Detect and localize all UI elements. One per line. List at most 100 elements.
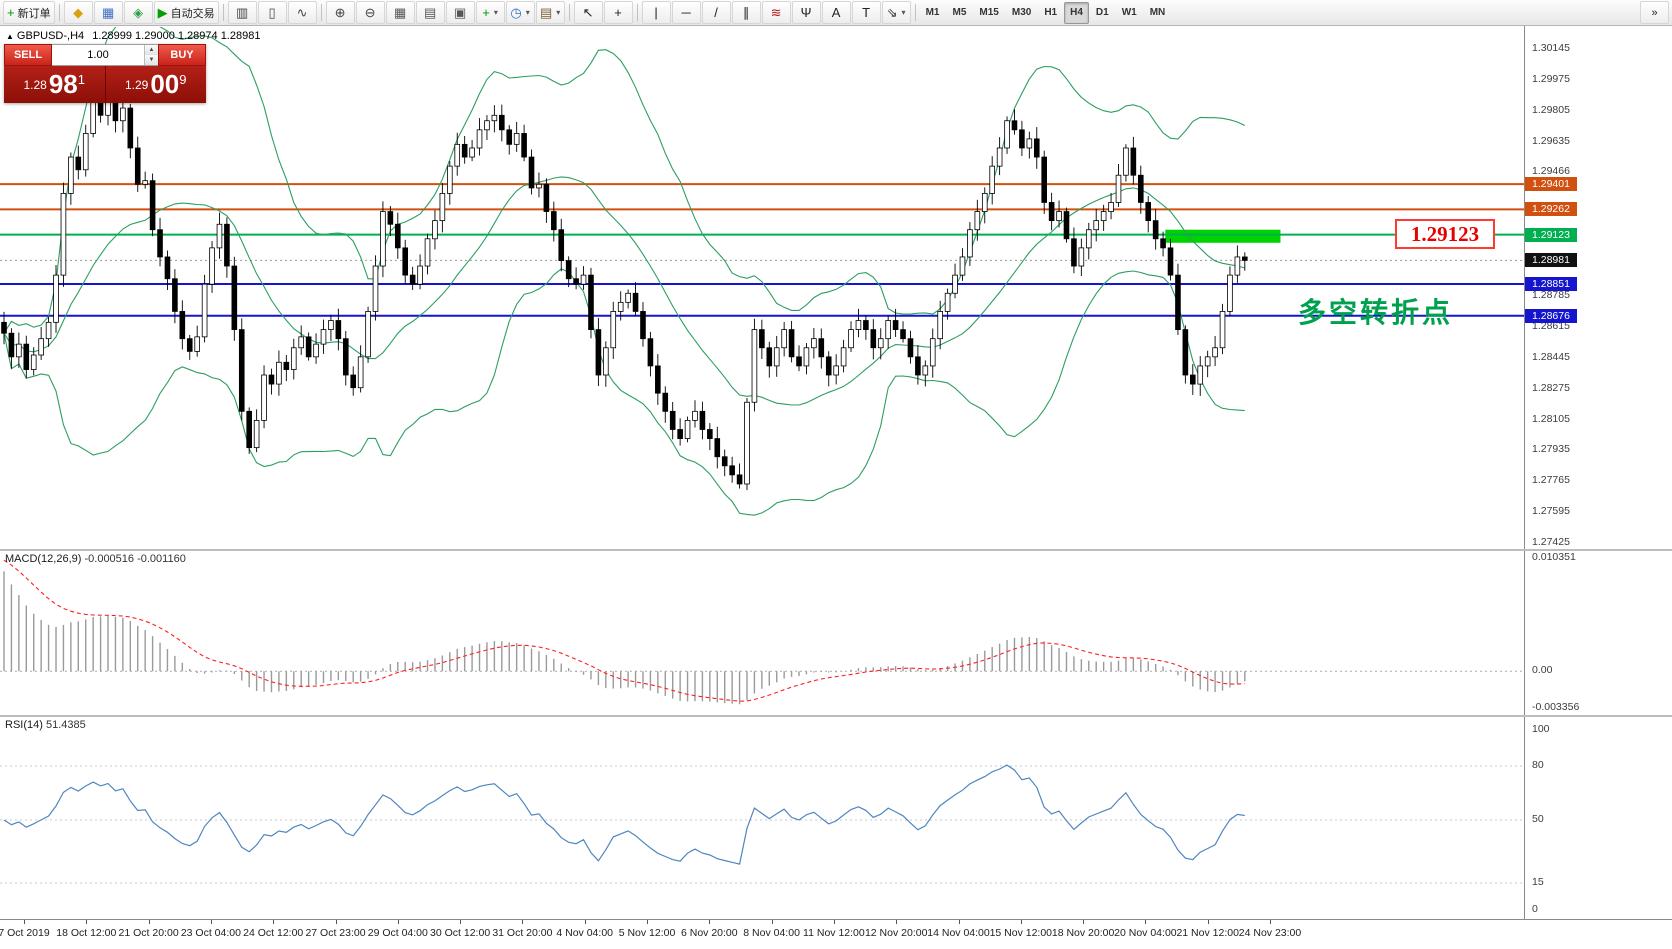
time-axis-label: 11 Nov 12:00 [803, 927, 865, 939]
timeframe-m30-button[interactable]: M30 [1011, 7, 1032, 18]
price-tick-label: 1.29635 [1532, 134, 1570, 147]
toolbar-separator [58, 4, 60, 21]
crosshair-tool-button[interactable]: + [603, 1, 633, 24]
template-selector-dropdown-icon[interactable]: ▾ [556, 8, 561, 17]
time-axis-tick [1270, 920, 1271, 924]
green-highlight-zone [1165, 229, 1281, 243]
arrows-tool-button[interactable]: ⇘ ▾ [881, 1, 911, 24]
line-chart-mode-button[interactable]: ∿ [287, 1, 317, 24]
text-label-tool-button[interactable]: T [851, 1, 881, 24]
time-axis-label: 8 Nov 04:00 [743, 927, 800, 939]
timeframe-mn-button[interactable]: MN [1149, 7, 1166, 18]
macd-scale-label: 0.00 [1532, 664, 1553, 677]
trendline-tool-button[interactable]: / [701, 1, 731, 24]
arrows-tool-icon: ⇘ [886, 5, 898, 20]
time-axis-label: 7 Oct 2019 [0, 927, 50, 939]
volume-input[interactable]: 1.00 [87, 49, 109, 61]
channel-tool-button[interactable]: ∥ [731, 1, 761, 24]
timeframe-h4-button[interactable]: H4 [1064, 1, 1089, 24]
toolbar-overflow-button[interactable]: » [1640, 1, 1669, 24]
market-watch-icon: ◆ [73, 5, 84, 20]
new-order-label: 新订单 [17, 7, 51, 20]
level-price-badge: 1.29262 [1525, 202, 1577, 217]
time-axis-label: 27 Oct 23:00 [305, 927, 366, 939]
time-axis-label: 21 Oct 20:00 [118, 927, 179, 939]
time-axis-label: 20 Nov 04:00 [1114, 927, 1177, 939]
symbol-collapse-icon[interactable]: ▲ [6, 32, 14, 41]
pitchfork-tool-icon: Ψ [800, 5, 812, 20]
market-watch-button[interactable]: ◆ [63, 1, 93, 24]
sell-button[interactable]: SELL [4, 44, 52, 66]
zoom-out-button[interactable]: ⊖ [355, 1, 385, 24]
data-window-button[interactable]: ▦ [93, 1, 123, 24]
macd-label: MACD(12,26,9) -0.000516 -0.001160 [5, 553, 186, 565]
zoom-in-button[interactable]: ⊕ [325, 1, 355, 24]
cursor-tool-button[interactable]: ↖ [573, 1, 603, 24]
trendline-tool-icon: / [714, 5, 718, 20]
time-axis-tick [896, 920, 898, 924]
buy-price-panel[interactable]: 1.29 00 9 [105, 66, 206, 103]
time-axis-label: 31 Oct 20:00 [492, 927, 553, 939]
timeframe-h1-button[interactable]: H1 [1044, 7, 1058, 18]
bar-chart-mode-button[interactable]: ▥ [227, 1, 257, 24]
crosshair-tool-icon: + [614, 5, 622, 20]
price-axis[interactable]: 1.30145 1.29975 1.29805 1.29635 1.29466 1.287… [1524, 26, 1672, 919]
new-order-button[interactable]: + 新订单 [3, 1, 55, 24]
autotrading-button[interactable]: ▶ 自动交易 [153, 1, 219, 24]
timeframe-d1-button[interactable]: D1 [1095, 7, 1109, 18]
period-selector-dropdown-icon[interactable]: ▾ [525, 8, 530, 17]
volume-field: 1.00 ▲ ▼ [52, 44, 158, 66]
tile-windows-button[interactable]: ▦ [385, 1, 415, 24]
add-indicator-dropdown-icon[interactable]: ▾ [493, 8, 498, 17]
buy-price-big: 00 [150, 69, 180, 99]
candlestick-mode-icon: ▯ [268, 5, 276, 20]
time-axis[interactable]: 7 Oct 2019 18 Oct 12:00 21 Oct 20:00 23 Oct… [0, 919, 1672, 949]
pitchfork-tool-button[interactable]: Ψ [791, 1, 821, 24]
horizontal-line-tool-icon: ─ [681, 5, 691, 20]
volume-down-button[interactable]: ▼ [145, 55, 158, 65]
price-tick-label: 1.30145 [1532, 42, 1570, 54]
time-axis-tick [958, 920, 960, 924]
candlestick-mode-button[interactable]: ▯ [257, 1, 287, 24]
sell-price-panel[interactable]: 1.28 98 1 [4, 66, 106, 103]
rsi-scale-label: 15 [1532, 876, 1544, 888]
fibonacci-tool-button[interactable]: ≋ [761, 1, 791, 24]
add-indicator-button[interactable]: + ▾ [475, 1, 505, 24]
timeframe-m5-button[interactable]: M5 [952, 7, 967, 18]
price-tick-label: 1.28445 [1532, 350, 1570, 363]
vertical-line-tool-button[interactable]: | [641, 1, 671, 24]
arrows-tool-dropdown-icon[interactable]: ▾ [901, 8, 906, 17]
volume-up-button[interactable]: ▲ [145, 45, 158, 55]
navigator-button[interactable]: ◈ [123, 1, 153, 24]
time-axis-label: 14 Nov 04:00 [927, 927, 990, 939]
buy-button[interactable]: BUY [158, 44, 206, 66]
time-axis-tick [647, 920, 648, 924]
macd-rsi-splitter[interactable] [0, 715, 1672, 717]
price-tick-label: 1.28105 [1532, 412, 1570, 425]
one-click-trading-panel: SELL 1.00 ▲ ▼ BUY 1.28 98 1 1.29 00 9 [4, 44, 206, 103]
chart-macd-splitter[interactable] [0, 549, 1672, 551]
macd-panel [0, 559, 1524, 705]
price-tick-label: 1.27595 [1532, 505, 1570, 518]
time-axis-tick [460, 920, 462, 924]
time-axis-label: 21 Nov 12:00 [1176, 927, 1239, 939]
current-price-badge: 1.28981 [1525, 253, 1577, 268]
time-axis-tick [709, 920, 711, 924]
template-selector-button[interactable]: ▤ ▾ [535, 1, 565, 24]
time-axis-label: 24 Nov 23:00 [1238, 927, 1302, 939]
time-axis-tick [522, 920, 524, 924]
text-label-tool-icon: T [862, 5, 871, 20]
timeframe-w1-button[interactable]: W1 [1121, 7, 1137, 18]
text-tool-icon: A [831, 5, 841, 20]
level-price-badge: 1.29401 [1525, 177, 1577, 192]
timeframe-m1-button[interactable]: M1 [925, 7, 940, 18]
timeframe-m15-button[interactable]: M15 [979, 7, 999, 18]
cascade-windows-button[interactable]: ▤ [415, 1, 445, 24]
time-axis-label: 4 Nov 04:00 [556, 927, 613, 939]
horizontal-line-tool-button[interactable]: ─ [671, 1, 701, 24]
text-tool-button[interactable]: A [821, 1, 851, 24]
arrange-icons-button[interactable]: ▣ [445, 1, 475, 24]
period-selector-button[interactable]: ◷ ▾ [505, 1, 535, 24]
time-axis-label: 6 Nov 20:00 [680, 927, 738, 939]
